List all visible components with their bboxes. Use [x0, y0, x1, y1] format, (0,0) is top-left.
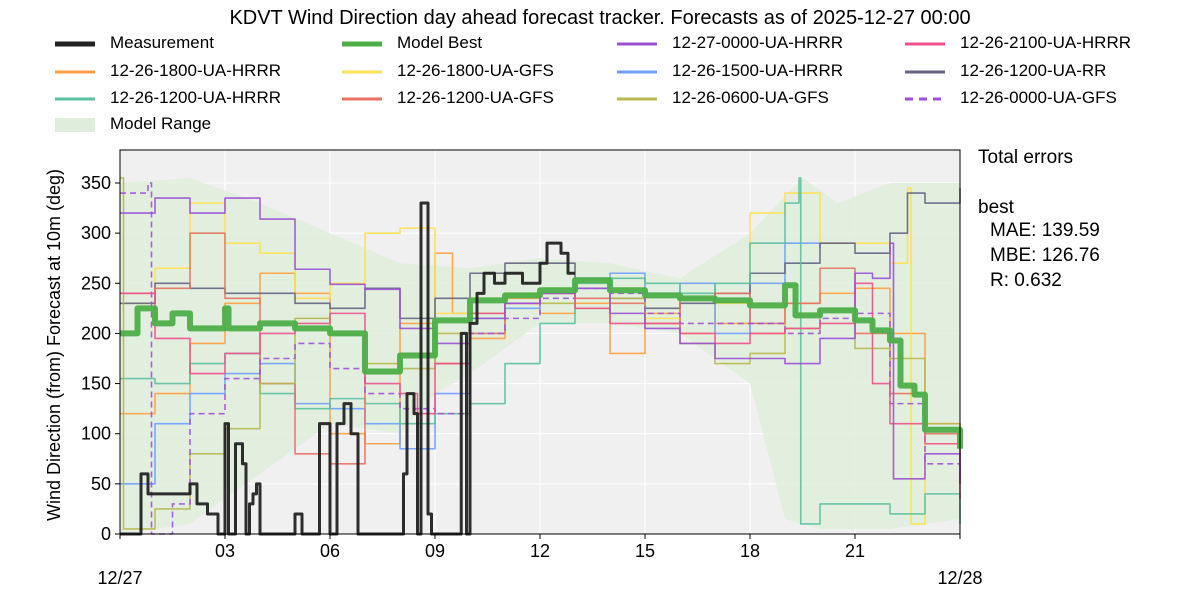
y-tick-label: 100	[81, 424, 111, 444]
legend-label: 12-26-1800-UA-HRRR	[110, 61, 282, 80]
legend-label: Measurement	[110, 33, 214, 52]
x-tick-label: 12	[530, 541, 550, 561]
legend-label: 12-26-1200-UA-HRRR	[110, 88, 282, 107]
legend-label: 12-27-0000-UA-HRRR	[672, 33, 844, 52]
legend-label: 12-26-1500-UA-HRRR	[672, 61, 844, 80]
legend-label: 12-26-2100-UA-HRRR	[960, 33, 1132, 52]
legend-key	[617, 42, 657, 46]
errors-heading: Total errors	[978, 147, 1074, 168]
legend-key	[55, 41, 95, 47]
legend-label: 12-26-1800-UA-GFS	[397, 61, 554, 80]
legend-key	[55, 118, 95, 132]
legend-key	[55, 97, 95, 101]
legend-key	[55, 70, 95, 74]
x-tick-label: 18	[740, 541, 760, 561]
legend-label: 12-26-1200-UA-RR	[960, 61, 1107, 80]
legend-key	[617, 97, 657, 101]
y-tick-label: 0	[101, 524, 111, 544]
x-tick-label: 15	[635, 541, 655, 561]
chart-title: KDVT Wind Direction day ahead forecast t…	[229, 7, 971, 29]
x-date-label: 12/27	[97, 568, 142, 588]
errors-mbe: MBE: 126.76	[990, 245, 1100, 266]
legend-key	[905, 42, 945, 46]
errors-model: best	[978, 197, 1014, 218]
legend-key	[905, 97, 945, 101]
legend-label: Model Range	[110, 114, 212, 133]
legend-label: Model Best	[397, 33, 483, 52]
y-tick-label: 200	[81, 323, 111, 343]
x-tick-label: 03	[215, 541, 235, 561]
legend-key	[342, 97, 382, 101]
legend-key	[617, 70, 657, 74]
legend-patch	[55, 118, 95, 132]
x-tick-label: 06	[320, 541, 340, 561]
y-tick-label: 250	[81, 273, 111, 293]
series-line-model-best	[120, 277, 963, 449]
series-line-measurement	[120, 201, 575, 536]
legend-label: 12-26-1200-UA-GFS	[397, 88, 554, 107]
y-tick-label: 350	[81, 173, 111, 193]
x-tick-label: 21	[845, 541, 865, 561]
errors-mae: MAE: 139.59	[990, 220, 1100, 241]
errors-r: R: 0.632	[990, 270, 1062, 291]
x-tick-label: 09	[425, 541, 445, 561]
x-date-label: 12/28	[937, 568, 982, 588]
legend-label: 12-26-0000-UA-GFS	[960, 88, 1117, 107]
y-axis-label: Wind Direction (from) Forecast at 10m (d…	[44, 169, 64, 521]
y-tick-label: 300	[81, 223, 111, 243]
legend-key	[905, 70, 945, 74]
legend-key	[342, 41, 382, 47]
y-tick-label: 150	[81, 374, 111, 394]
legend-key	[342, 70, 382, 74]
legend-label: 12-26-0600-UA-GFS	[672, 88, 829, 107]
y-tick-label: 50	[91, 474, 111, 494]
